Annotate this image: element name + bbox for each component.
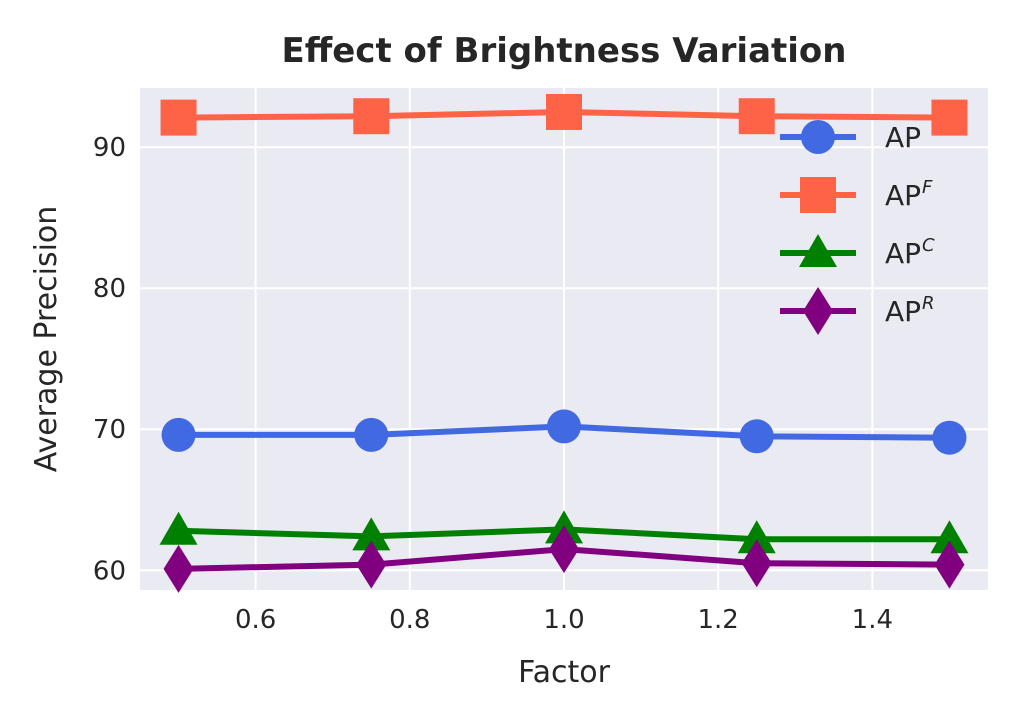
x-tick-label: 1.4 xyxy=(852,605,893,635)
data-point xyxy=(546,93,582,130)
data-point xyxy=(547,409,581,444)
x-tick-label: 0.6 xyxy=(235,605,276,635)
legend-entry: APR xyxy=(780,287,935,335)
y-tick-label: 80 xyxy=(93,274,126,304)
series-ap xyxy=(161,409,967,455)
legend-label: APR xyxy=(885,293,935,328)
legend-entry: APF xyxy=(780,177,933,213)
data-point xyxy=(549,525,579,574)
data-point xyxy=(159,511,198,545)
data-point xyxy=(352,517,391,551)
data-point xyxy=(161,417,196,452)
series-layer xyxy=(159,93,969,593)
x-tick-label: 1.2 xyxy=(698,605,739,635)
series-apf xyxy=(160,93,968,136)
data-point xyxy=(739,419,774,454)
y-tick-label: 70 xyxy=(93,415,126,445)
legend-marker xyxy=(801,120,835,154)
data-point xyxy=(741,539,772,588)
data-point xyxy=(737,520,776,554)
data-point xyxy=(163,544,194,593)
series-apr xyxy=(163,525,965,593)
y-axis-label: Average Precision xyxy=(29,206,64,473)
data-point xyxy=(353,98,390,135)
x-axis-label: Factor xyxy=(518,655,610,690)
data-point xyxy=(160,99,197,136)
legend-marker xyxy=(800,177,836,213)
legend-entry: APC xyxy=(780,234,935,270)
data-point xyxy=(931,99,968,136)
legend-marker xyxy=(803,287,833,335)
y-tick-label: 60 xyxy=(93,556,126,586)
legend-label: AP xyxy=(885,121,921,154)
legend-label: APF xyxy=(885,177,933,212)
y-tick-label: 90 xyxy=(93,133,126,163)
data-point xyxy=(932,420,967,455)
chart-title: Effect of Brightness Variation xyxy=(281,31,846,71)
legend: AP APF APC APR xyxy=(780,120,935,335)
legend-marker xyxy=(799,234,837,267)
x-tick-label: 1.0 xyxy=(543,605,584,635)
x-tick-label: 0.8 xyxy=(389,605,430,635)
data-point xyxy=(930,520,969,554)
data-point xyxy=(356,540,387,589)
tick-labels: 0.6 0.8 1.0 1.2 1.4 60 70 80 90 xyxy=(93,133,893,635)
data-point xyxy=(738,98,775,135)
legend-entry: AP xyxy=(780,120,921,154)
legend-label: APC xyxy=(885,235,935,270)
data-point xyxy=(934,540,965,589)
data-point xyxy=(354,417,389,452)
